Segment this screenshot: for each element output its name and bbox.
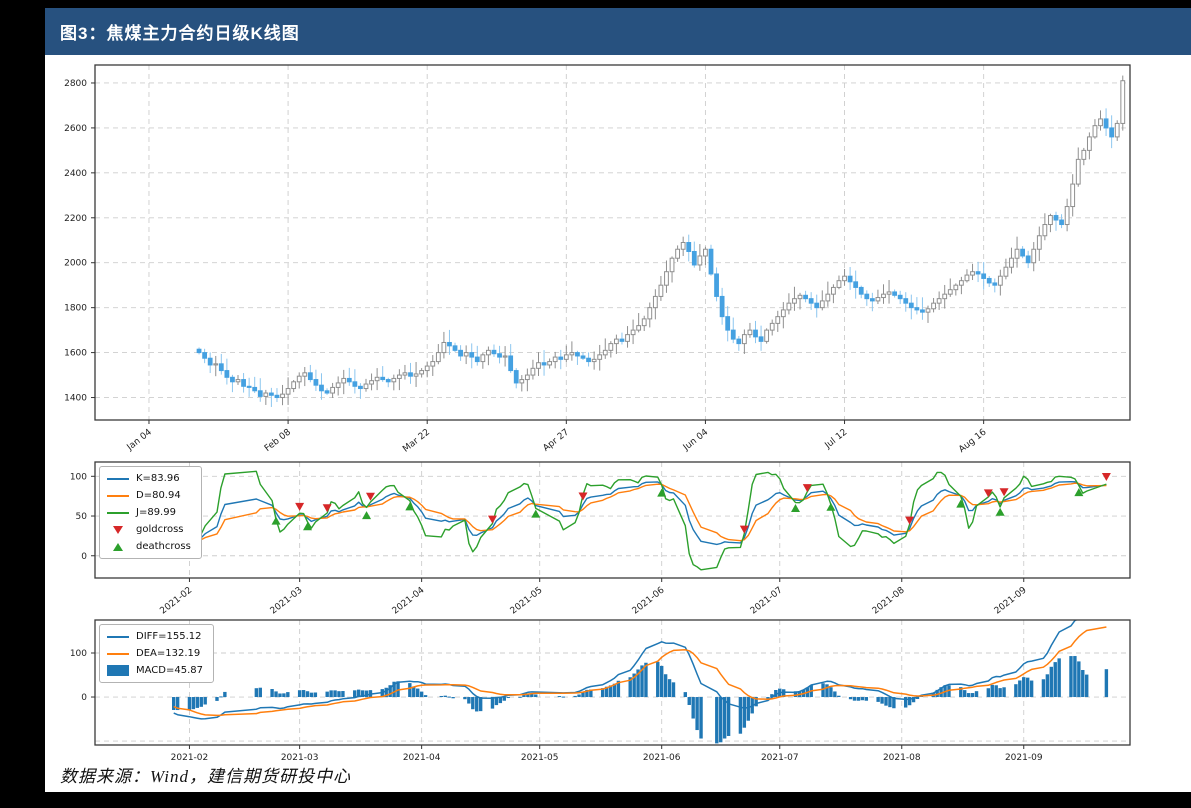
- svg-text:2021-08: 2021-08: [883, 753, 921, 763]
- figure-title: 图3：焦煤主力合约日级K线图: [60, 24, 300, 43]
- legend-item-dea: DEA=132.19: [107, 645, 203, 662]
- svg-text:1400: 1400: [64, 394, 87, 404]
- svg-text:2021-06: 2021-06: [643, 753, 681, 763]
- deathcross-label: deathcross: [136, 541, 191, 552]
- svg-text:2000: 2000: [64, 259, 87, 269]
- svg-text:2021-05: 2021-05: [521, 753, 559, 763]
- svg-text:100: 100: [70, 649, 87, 659]
- diff-line-label: DIFF=155.12: [136, 631, 202, 642]
- svg-text:2021-03: 2021-03: [281, 753, 319, 763]
- legend-item-j: J=89.99: [107, 504, 191, 521]
- svg-text:2800: 2800: [64, 79, 87, 89]
- macd-hist-swatch: [107, 665, 129, 676]
- legend-item-diff: DIFF=155.12: [107, 628, 203, 645]
- legend-item-k: K=83.96: [107, 470, 191, 487]
- figure-title-bar: 图3：焦煤主力合约日级K线图: [45, 8, 1191, 55]
- data-source-note: 数据来源：Wind，建信期货研投中心: [60, 767, 351, 786]
- svg-text:100: 100: [70, 472, 87, 482]
- svg-text:1600: 1600: [64, 349, 87, 359]
- svg-text:Mar 22: Mar 22: [401, 427, 432, 454]
- k-line-label: K=83.96: [136, 473, 180, 484]
- macd-legend: DIFF=155.12 DEA=132.19 MACD=45.87: [99, 624, 214, 683]
- svg-text:2021-05: 2021-05: [509, 585, 545, 616]
- svg-text:Feb 08: Feb 08: [263, 427, 293, 454]
- svg-text:0: 0: [81, 552, 87, 562]
- svg-text:Apr 27: Apr 27: [541, 427, 571, 453]
- svg-text:2021-07: 2021-07: [761, 753, 799, 763]
- goldcross-label: goldcross: [136, 524, 184, 535]
- svg-text:2021-03: 2021-03: [269, 585, 305, 616]
- svg-text:2021-06: 2021-06: [631, 585, 667, 616]
- svg-text:2021-09: 2021-09: [993, 585, 1029, 616]
- svg-text:2021-09: 2021-09: [1005, 753, 1043, 763]
- svg-text:2021-02: 2021-02: [171, 753, 209, 763]
- legend-item-goldcross: goldcross: [107, 521, 191, 538]
- k-line-swatch: [107, 477, 129, 480]
- legend-item-macd-hist: MACD=45.87: [107, 662, 203, 679]
- figure-canvas: [45, 8, 1191, 792]
- svg-text:2600: 2600: [64, 124, 87, 134]
- goldcross-marker-icon: [113, 525, 123, 534]
- legend-item-d: D=80.94: [107, 487, 191, 504]
- svg-text:0: 0: [81, 693, 87, 703]
- diff-line-swatch: [107, 635, 129, 638]
- svg-text:Aug 16: Aug 16: [957, 427, 988, 455]
- j-line-label: J=89.99: [136, 507, 176, 518]
- deathcross-marker-icon: [113, 542, 123, 551]
- j-line-swatch: [107, 511, 129, 514]
- svg-text:Jan 04: Jan 04: [125, 427, 154, 453]
- svg-text:2021-08: 2021-08: [871, 585, 907, 616]
- svg-text:2021-02: 2021-02: [159, 585, 195, 616]
- d-line-swatch: [107, 494, 129, 497]
- svg-text:2200: 2200: [64, 214, 87, 224]
- svg-text:50: 50: [76, 512, 88, 522]
- svg-text:2021-04: 2021-04: [403, 753, 441, 763]
- d-line-label: D=80.94: [136, 490, 181, 501]
- svg-text:2400: 2400: [64, 169, 87, 179]
- svg-text:2021-04: 2021-04: [391, 585, 427, 616]
- svg-text:Jul 12: Jul 12: [823, 427, 850, 451]
- svg-text:Jun 04: Jun 04: [681, 427, 711, 453]
- legend-item-deathcross: deathcross: [107, 538, 191, 555]
- svg-text:1800: 1800: [64, 304, 87, 314]
- dea-line-swatch: [107, 652, 129, 655]
- macd-hist-label: MACD=45.87: [136, 665, 203, 676]
- svg-text:2021-07: 2021-07: [749, 585, 785, 616]
- kdj-legend: K=83.96 D=80.94 J=89.99 goldcross deathc…: [99, 466, 202, 559]
- dea-line-label: DEA=132.19: [136, 648, 201, 659]
